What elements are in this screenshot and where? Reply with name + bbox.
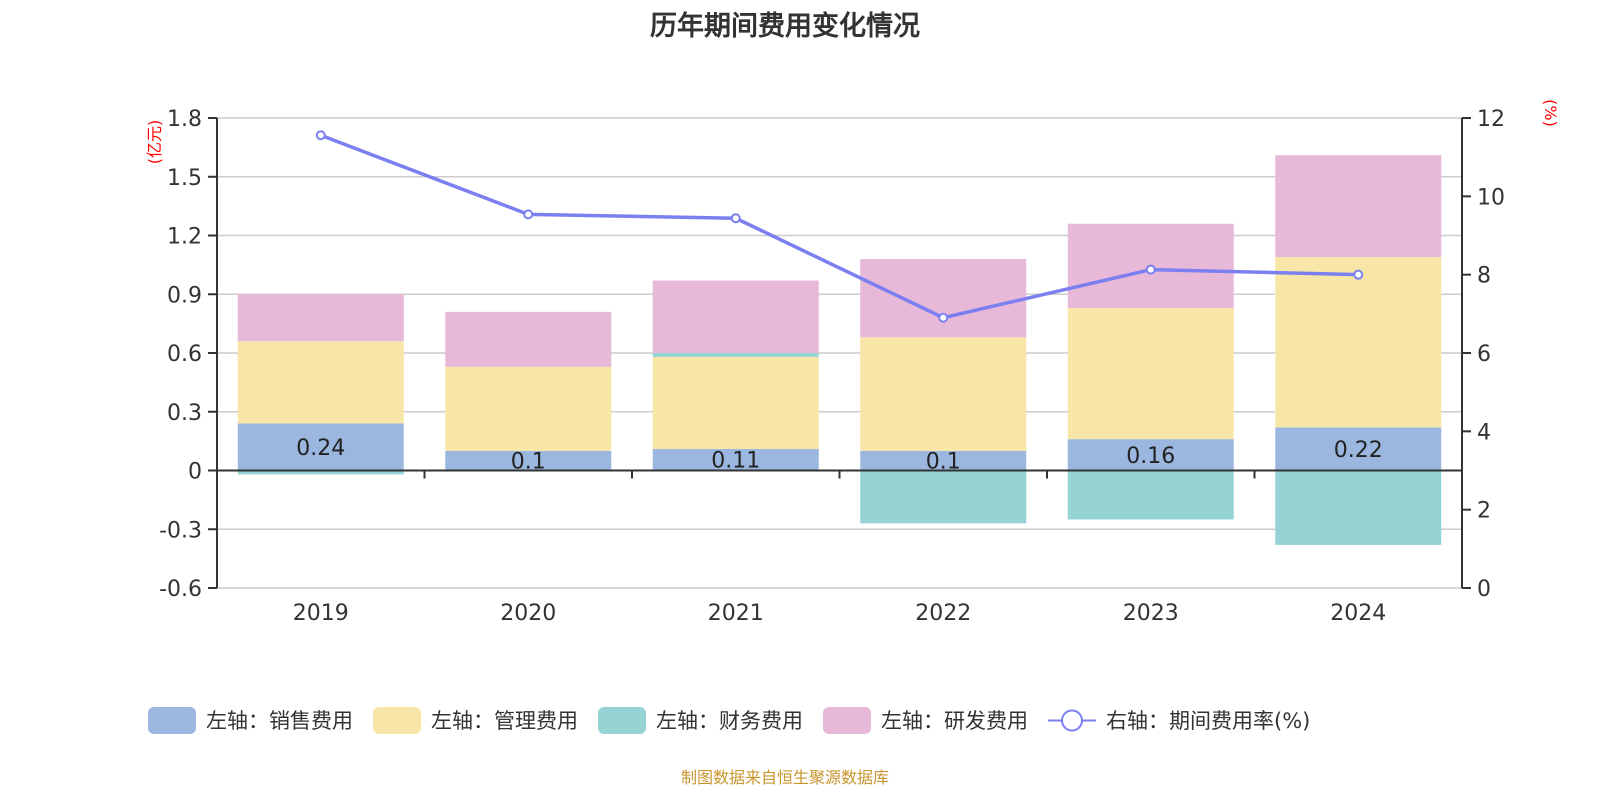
left-y-tick-label: 0.9 [167,283,202,308]
bar-finance [860,470,1027,524]
line-point [938,312,949,323]
line-point [730,213,741,224]
right-y-tick-label: 2 [1477,499,1491,524]
line-point [1145,264,1156,275]
legend-label-admin: 左轴：管理费用 [431,709,578,733]
legend-item-rd[interactable]: 左轴：研发费用 [823,705,1028,735]
left-y-tick-label: 0.3 [167,401,202,426]
legend: 左轴：销售费用 左轴：管理费用 左轴：财务费用 左轴：研发费用 右轴：期间费用率… [148,704,1330,736]
bar-sales [860,450,1027,471]
legend-label-rate: 右轴：期间费用率(%) [1106,709,1311,733]
right-y-tick-label: 12 [1477,107,1505,132]
legend-swatch-finance [598,706,646,734]
line-point [1353,269,1364,280]
x-tick-label: 2023 [1123,601,1179,626]
legend-item-sales[interactable]: 左轴：销售费用 [148,705,353,735]
bar-rd [1275,155,1442,258]
bar-sales [1275,427,1442,471]
bar-data-label: 0.22 [1334,438,1383,463]
left-y-tick-label: -0.6 [159,577,202,602]
legend-swatch-admin [373,706,421,734]
legend-line-circle-icon [1048,709,1096,731]
bar-sales [445,450,612,471]
x-tick-label: 2022 [915,601,971,626]
legend-label-finance: 左轴：财务费用 [656,709,803,733]
bar-rd [445,311,612,367]
right-axis-unit-label: (%) [1541,99,1560,127]
line-point [523,209,534,220]
bar-admin [1275,257,1442,428]
x-tick-label: 2024 [1330,601,1386,626]
chart-title: 历年期间费用变化情况 [650,11,920,42]
bar-rd [237,294,404,342]
left-y-tick-label: -0.3 [159,518,202,543]
bar-admin [860,337,1027,451]
bar-data-label: 0.1 [511,450,546,475]
bar-admin [237,341,404,424]
left-y-tick-label: 1.2 [167,225,202,250]
left-y-tick-label: 1.8 [167,107,202,132]
left-y-tick-label: 0.6 [167,342,202,367]
x-tick-label: 2021 [708,601,764,626]
legend-label-sales: 左轴：销售费用 [206,709,353,733]
bar-sales [237,423,404,471]
legend-label-rd: 左轴：研发费用 [881,709,1028,733]
right-y-tick-label: 0 [1477,577,1491,602]
bar-data-label: 0.24 [296,436,345,461]
left-y-tick-label: 1.5 [167,166,202,191]
bar-admin [445,366,612,451]
bar-data-label: 0.16 [1126,444,1175,469]
x-tick-label: 2020 [500,601,556,626]
right-y-tick-label: 10 [1477,185,1505,210]
right-y-tick-label: 6 [1477,342,1491,367]
x-tick-label: 2019 [293,601,349,626]
legend-item-admin[interactable]: 左轴：管理费用 [373,705,578,735]
left-y-tick-label: 0 [188,460,202,485]
bar-sales [652,448,819,471]
bar-sales [1067,439,1234,471]
bar-admin [652,356,819,449]
legend-item-rate[interactable]: 右轴：期间费用率(%) [1048,705,1310,735]
right-y-tick-label: 8 [1477,264,1491,289]
left-axis-unit-label: (亿元) [145,120,164,165]
data-source-note: 制图数据来自恒生聚源数据库 [680,768,889,787]
bar-rd [860,259,1027,338]
bar-rd [652,280,819,353]
bar-finance [652,353,819,357]
bar-finance [1275,470,1442,545]
chart-plot: 0.24 0.1 0.11 0.1 0.16 0.22 -0.6 -0.3 0 0.3 0.6 0.9… [145,99,1560,626]
bar-data-label: 0.11 [711,449,760,474]
legend-item-finance[interactable]: 左轴：财务费用 [598,705,803,735]
legend-swatch-rd [823,706,871,734]
bar-finance [237,470,404,475]
legend-swatch-sales [148,706,196,734]
bar-finance [1067,470,1234,520]
bar-admin [1067,307,1234,440]
bar-data-label: 0.1 [926,450,961,475]
line-point [315,130,326,141]
line-period-expense-rate [320,133,1359,320]
right-y-tick-label: 4 [1477,420,1491,445]
